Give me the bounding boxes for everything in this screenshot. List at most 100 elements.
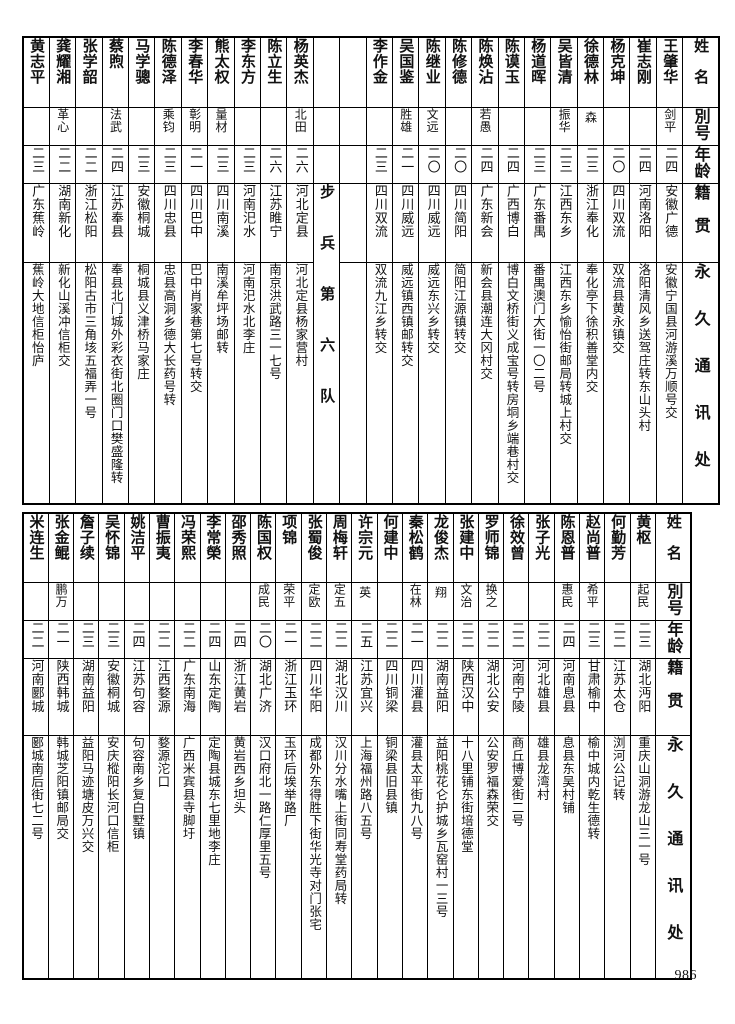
- cell-age: 二一: [47, 620, 75, 659]
- cell-name: 徐德林: [576, 36, 605, 108]
- roster-table-bottom: 米连生 张金鲲 詹子续 吴怀锦 姚洁平 曹振夷 冯荣熙 李常榮 邵秀照 陈国权 项锦 张蜀俊 周梅轩 许宗…: [22, 512, 693, 980]
- cell-age: 二二: [174, 620, 201, 659]
- cell-origin: 江苏句容: [123, 658, 150, 736]
- cell-origin: 陕西汉中: [452, 658, 479, 736]
- cell-alias: [503, 582, 530, 621]
- cell-name: 李作金: [365, 36, 393, 108]
- cell-name: 龙俊杰: [427, 512, 454, 583]
- cell-origin: 河南宁陵: [503, 658, 530, 736]
- cell-name: 米连生: [22, 512, 49, 583]
- cell-age: 二四: [123, 620, 150, 659]
- cell-name: 秦松鹤: [401, 512, 429, 583]
- cell-alias: [528, 582, 555, 621]
- cell-address: 威远镇西镇邮转交: [391, 262, 420, 505]
- roster-table-top: 黄志平 龚耀湘 张学韶 蔡煦 马学骢 陈德泽 李春华 熊太权 李东方 陈立生 杨英杰 李作金 吴国鉴 陈继…: [22, 36, 720, 505]
- cell-age: 二四: [655, 145, 684, 184]
- cell-name: 陈立生: [260, 36, 288, 108]
- cell-address: 铜梁县旧县镇: [376, 735, 403, 980]
- cell-origin: 湖南新化: [48, 183, 77, 263]
- cell-address: 益阳桃花仑护城乡瓦窑村一三号: [427, 735, 454, 980]
- cell-age: 二二: [148, 620, 176, 659]
- column-header-alias: 別号: [654, 582, 692, 621]
- column-header-address: 永 久 通 讯 处: [682, 262, 720, 505]
- cell-age: 二三: [579, 620, 606, 659]
- cell-age: 二四: [553, 620, 581, 659]
- cell-alias: [128, 107, 156, 146]
- cell-alias: 希平: [579, 582, 606, 621]
- cell-age: 二三: [629, 620, 656, 659]
- cell-address: 商丘博爱街二号: [503, 735, 530, 980]
- blank-cell: [312, 36, 341, 108]
- cell-origin: 安徽桐城: [98, 658, 125, 736]
- cell-age: 二二: [326, 620, 353, 659]
- cell-name: 罗师锦: [477, 512, 505, 583]
- roster-row-age: 二二 二一 二三 二三 二四 二二 二二 二四 二四 二〇 二一 二二 二二 二五 二二 二一 二二 二二 二二 二二…: [22, 620, 692, 659]
- cell-name: 陈谟玉: [497, 36, 525, 108]
- cell-name: 赵尚普: [579, 512, 606, 583]
- cell-age: 二三: [128, 145, 156, 184]
- cell-address: 郾城南后街七二号: [22, 735, 49, 980]
- cell-name: 张建中: [452, 512, 479, 583]
- cell-age: 二五: [351, 620, 378, 659]
- cell-address: 灌县太平街九八号: [401, 735, 429, 980]
- cell-address: 汉口府北一路仁厚里五号: [250, 735, 277, 980]
- cell-address: 简阳江源镇转交: [444, 262, 473, 505]
- cell-age: 二〇: [603, 145, 631, 184]
- cell-address: 益阳马迹塘皮万兴交: [73, 735, 100, 980]
- column-header-origin: 籍 贯: [682, 183, 720, 263]
- cell-address: 玉环后埃举路厂: [275, 735, 302, 980]
- cell-age: 二三: [22, 145, 50, 184]
- cell-name: 杨英杰: [286, 36, 314, 108]
- cell-alias: [22, 582, 49, 621]
- roster-row-alias: 鹏万 成民 荣平 定欧 定五英在林翔文治 换之 惠民 希平 起民 別号: [22, 582, 692, 621]
- cell-age: 二一: [391, 145, 420, 184]
- cell-alias: 鹏万: [47, 582, 75, 621]
- column-header-address: 永 久 通 讯 处: [654, 735, 692, 980]
- cell-address: 洛阳清风乡送驾庄转东山头村: [629, 262, 657, 505]
- cell-name: 项锦: [275, 512, 302, 583]
- cell-age: 二四: [471, 145, 499, 184]
- cell-address: 黄岩西乡坦头: [224, 735, 252, 980]
- cell-alias: 法武: [101, 107, 130, 146]
- cell-origin: 浙江奉化: [576, 183, 605, 263]
- cell-origin: 浙江黄岩: [224, 658, 252, 736]
- cell-origin: 广东新会: [471, 183, 499, 263]
- roster-row-alias: 革心 法武 乘钧 彰明 量材 北田 胜雄 文远 若愚 振华森 剑平 別号: [22, 107, 720, 146]
- cell-origin: 四川南溪: [207, 183, 235, 263]
- cell-alias: 文治: [452, 582, 479, 621]
- roster-row-name: 黄志平 龚耀湘 张学韶 蔡煦 马学骢 陈德泽 李春华 熊太权 李东方 陈立生 杨英杰 李作金 吴国鉴 陈继…: [22, 36, 720, 108]
- cell-age: 二六: [286, 145, 314, 184]
- cell-origin: 四川双流: [365, 183, 393, 263]
- cell-age: 二二: [48, 145, 77, 184]
- cell-age: 二三: [154, 145, 182, 184]
- cell-address: 安徽宁国县河游溪万顺号交: [655, 262, 684, 505]
- cell-origin: 安徽桐城: [128, 183, 156, 263]
- cell-address: 南溪牟坪场邮转: [207, 262, 235, 505]
- cell-name: 蔡煦: [101, 36, 130, 108]
- cell-name: 陈焕沾: [471, 36, 499, 108]
- cell-origin: 安徽广德: [655, 183, 684, 263]
- cell-name: 何建中: [376, 512, 403, 583]
- cell-origin: 湖南益阳: [427, 658, 454, 736]
- cell-age: 二〇: [444, 145, 473, 184]
- cell-origin: 河南汜水: [233, 183, 262, 263]
- cell-age: 二二: [477, 620, 505, 659]
- cell-origin: 江西婺源: [148, 658, 176, 736]
- cell-age: 二三: [550, 145, 578, 184]
- cell-name: 杨道晖: [523, 36, 552, 108]
- cell-address: 忠县高洞乡德大长药号转: [154, 262, 182, 505]
- cell-alias: [497, 107, 525, 146]
- cell-age: 二〇: [250, 620, 277, 659]
- cell-name: 杨克坤: [603, 36, 631, 108]
- cell-address: 奉县北门城外彩衣街北圈门口樊盛隆转: [101, 262, 130, 505]
- cell-alias: 胜雄: [391, 107, 420, 146]
- roster-row-address: 蕉岭大地信柜怡庐 新化山溪冲信柜交 松阳古市三角垓五福弄一号 奉县北门城外彩衣街北圈门…: [22, 262, 720, 505]
- cell-origin: 湖北汉川: [326, 658, 353, 736]
- cell-alias: [523, 107, 552, 146]
- cell-age: 二三: [576, 145, 605, 184]
- cell-name: 黄枢: [629, 512, 656, 583]
- cell-age: 二二: [452, 620, 479, 659]
- cell-age: 二一: [401, 620, 429, 659]
- cell-name: 崔志刚: [629, 36, 657, 108]
